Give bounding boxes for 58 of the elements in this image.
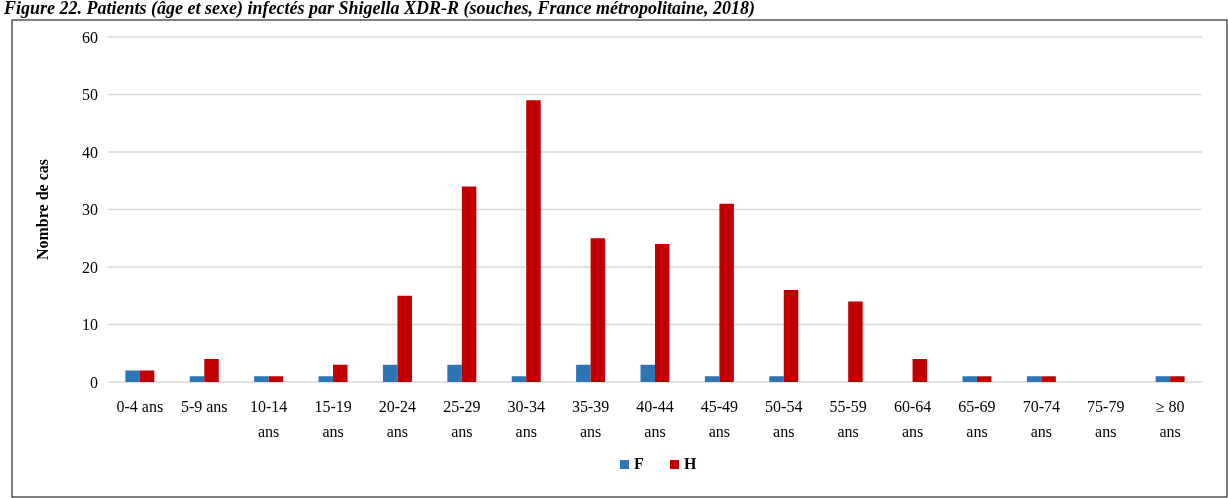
bar xyxy=(704,376,720,382)
bar xyxy=(125,370,140,382)
x-tick-label: 75-79 ans xyxy=(1087,398,1125,440)
legend-label: H xyxy=(684,455,697,472)
bar xyxy=(1026,376,1042,382)
x-tick-label: ≥ 80 ans xyxy=(1155,398,1185,440)
bar xyxy=(962,376,977,382)
x-tick-label: 20-24 ans xyxy=(378,398,417,440)
y-tick-label: 0 xyxy=(90,373,98,391)
y-tick-label: 40 xyxy=(82,143,98,161)
x-tick-label: 60-64 ans xyxy=(893,398,932,440)
x-tick-label: 10-14 ans xyxy=(249,398,288,440)
x-tick-label: 35-39 ans xyxy=(571,398,610,440)
bar xyxy=(397,295,412,382)
x-tick-label: 25-29 ans xyxy=(443,398,481,440)
bar xyxy=(189,376,205,382)
bar xyxy=(333,364,348,382)
bar xyxy=(526,100,541,382)
x-tick-label: 70-74 ans xyxy=(1022,398,1061,440)
x-tick-label: 65-69 ans xyxy=(958,398,996,440)
legend-label: F xyxy=(634,455,644,472)
bar xyxy=(447,364,462,382)
y-tick-label: 50 xyxy=(82,86,98,104)
bar xyxy=(268,376,284,382)
bar xyxy=(769,376,784,382)
y-axis-title: Nombre de cas xyxy=(34,158,51,261)
bar xyxy=(783,290,799,382)
y-tick-label: 10 xyxy=(82,316,98,334)
bar xyxy=(511,376,527,382)
x-tick-label: 30-34 ans xyxy=(507,398,545,440)
bar xyxy=(254,376,269,382)
x-tick-label: 55-59 ans xyxy=(829,398,867,440)
bar xyxy=(655,244,670,382)
bar xyxy=(1155,376,1171,382)
bar xyxy=(719,203,734,382)
bar xyxy=(1170,376,1185,382)
bar xyxy=(640,364,655,382)
x-tick-label: 40-44 ans xyxy=(636,398,674,440)
x-tick-label: 50-54 ans xyxy=(765,398,803,440)
bar xyxy=(382,364,398,382)
bar xyxy=(318,376,334,382)
y-tick-label: 60 xyxy=(82,28,98,46)
chart-title: Figure 22. Patients (âge et sexe) infectés par Shigella XDR-R (souches, France métropolitaine, 2018) xyxy=(3,0,755,19)
bar xyxy=(139,370,155,382)
bar xyxy=(204,359,219,382)
x-tick-label: 0-4 ans xyxy=(116,398,164,415)
bar xyxy=(976,376,992,382)
bar xyxy=(1041,376,1056,382)
x-tick-label: 5-9 ans xyxy=(180,398,228,415)
y-tick-label: 30 xyxy=(82,201,98,219)
bar xyxy=(461,186,477,382)
bar xyxy=(848,301,863,382)
x-tick-label: 15-19 ans xyxy=(314,398,352,440)
bar xyxy=(590,238,606,382)
y-tick-label: 20 xyxy=(82,258,98,276)
x-tick-label: 45-49 ans xyxy=(700,398,739,440)
bar xyxy=(576,364,591,382)
bar xyxy=(912,359,928,382)
